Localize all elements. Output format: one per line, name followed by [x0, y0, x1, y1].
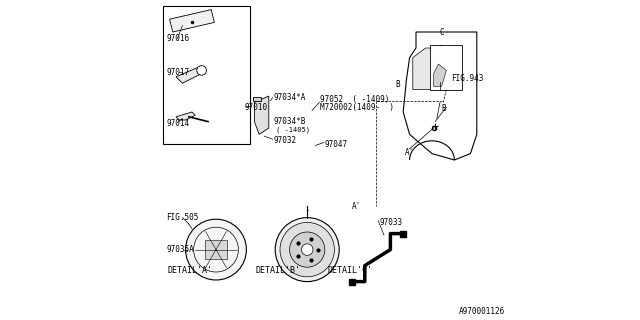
Text: C: C	[440, 28, 445, 36]
Circle shape	[301, 244, 313, 255]
Text: 97014: 97014	[166, 119, 189, 128]
Text: B: B	[396, 80, 400, 89]
Polygon shape	[176, 67, 202, 83]
Text: A': A'	[352, 202, 361, 211]
Text: 97052  ( -1409): 97052 ( -1409)	[320, 95, 389, 104]
Text: FIG.505: FIG.505	[166, 213, 199, 222]
Polygon shape	[254, 96, 269, 134]
Text: 97010: 97010	[245, 103, 268, 112]
Text: 97047: 97047	[325, 140, 348, 148]
Text: B: B	[442, 104, 446, 113]
Circle shape	[186, 219, 246, 280]
Polygon shape	[403, 32, 477, 160]
Text: DETAIL'C': DETAIL'C'	[328, 266, 373, 275]
Text: A970001126: A970001126	[460, 308, 506, 316]
Circle shape	[290, 232, 325, 267]
Text: DETAIL'B': DETAIL'B'	[256, 266, 301, 275]
Text: M720002(1409-  ): M720002(1409- )	[320, 103, 394, 112]
Text: DETAIL'A': DETAIL'A'	[168, 266, 213, 275]
Polygon shape	[434, 64, 447, 86]
Text: 97034*B: 97034*B	[274, 117, 306, 126]
Text: ( -1405): ( -1405)	[276, 126, 310, 133]
Text: 97034*A: 97034*A	[274, 93, 306, 102]
Bar	[205, 240, 227, 259]
Circle shape	[280, 222, 335, 277]
Polygon shape	[413, 48, 451, 90]
FancyBboxPatch shape	[163, 6, 250, 144]
Polygon shape	[170, 10, 214, 32]
Polygon shape	[176, 112, 195, 120]
Circle shape	[275, 218, 339, 282]
Circle shape	[197, 66, 206, 75]
FancyBboxPatch shape	[430, 45, 462, 90]
Text: 97033: 97033	[380, 218, 403, 227]
Bar	[253, 97, 262, 101]
Text: 97017: 97017	[166, 68, 189, 76]
Text: 97035A: 97035A	[166, 245, 194, 254]
Text: A': A'	[405, 148, 414, 156]
Text: FIG.943: FIG.943	[451, 74, 484, 83]
Text: 97016: 97016	[166, 34, 189, 43]
Text: 97032: 97032	[274, 136, 297, 145]
